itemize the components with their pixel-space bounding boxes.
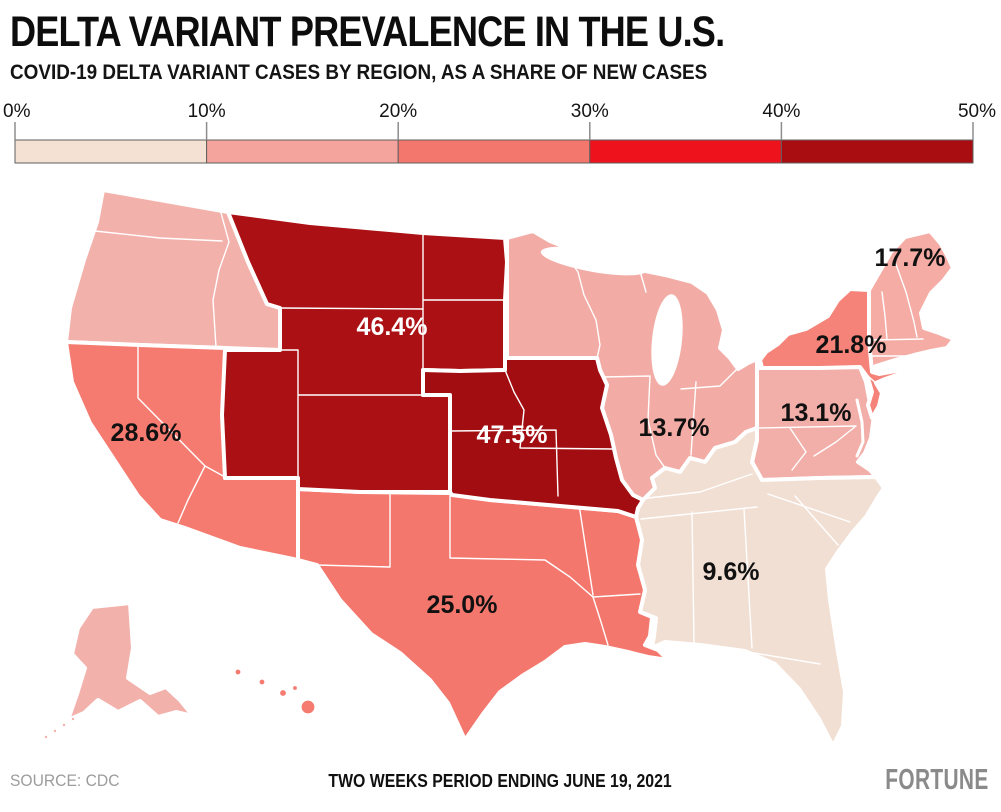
value-label-new-england: 17.7% xyxy=(875,244,946,272)
aleutian-island xyxy=(61,722,67,728)
source-note-text: SOURCE: CDC xyxy=(10,771,120,790)
legend-tick-label: 30% xyxy=(571,101,609,122)
aleutian-island xyxy=(52,728,58,734)
region-southeast xyxy=(634,426,886,748)
legend-segment-1 xyxy=(206,139,399,164)
aleutian-island xyxy=(43,734,49,740)
page-subtitle: COVID-19 DELTA VARIANT CASES BY REGION, … xyxy=(10,61,785,85)
state-borders-central-plains xyxy=(449,369,613,497)
fortune-logo-text: FORTUNE xyxy=(885,764,989,796)
period-note-text: TWO WEEKS PERIOD ENDING JUNE 19, 2021 xyxy=(328,771,673,791)
region-new-england xyxy=(867,229,956,371)
alaska-shape xyxy=(66,601,195,722)
source-note: SOURCE: CDC xyxy=(10,771,129,791)
color-scale-legend: 0% 10% 20% 30% 40% 50% xyxy=(3,101,996,164)
value-label-mountain-north: 46.4% xyxy=(357,313,428,341)
page-subtitle-text: COVID-19 DELTA VARIANT CASES BY REGION, … xyxy=(10,61,708,84)
lakes-overlay xyxy=(540,246,914,458)
legend-segment-4 xyxy=(780,139,974,164)
legend-tick-label: 10% xyxy=(188,101,226,122)
value-label-south-central: 25.0% xyxy=(427,591,498,619)
legend-tick-label: 20% xyxy=(379,101,417,122)
hawaii-island xyxy=(234,668,242,676)
value-label-great-lakes: 13.7% xyxy=(639,414,710,442)
long-island-sound xyxy=(873,365,914,373)
region-ny-nj xyxy=(758,287,915,420)
region-ny-nj-shape xyxy=(758,287,915,420)
region-new-england-shape xyxy=(867,229,956,371)
state-borders-great-lakes xyxy=(561,248,737,469)
value-label-central-plains: 47.5% xyxy=(477,421,548,449)
hawaii-island xyxy=(258,678,266,686)
state-borders-south-central xyxy=(316,493,641,646)
lake-superior xyxy=(540,246,648,276)
value-label-west: 28.6% xyxy=(111,419,182,447)
hawaii-island xyxy=(291,684,299,692)
region-central-plains xyxy=(421,356,645,519)
region-central-plains-shape xyxy=(421,356,645,519)
value-label-mid-atlantic: 13.1% xyxy=(781,399,852,427)
region-mountain-north xyxy=(220,210,509,494)
state-borders-mountain-north xyxy=(279,233,506,479)
legend-segment-3 xyxy=(589,139,782,164)
region-value-labels: 28.6% 13.7% 13.1% 17.7% 21.8% 9.6% 25.0% 46.4% 4… xyxy=(111,244,946,619)
state-borders-west xyxy=(137,344,226,524)
state-borders-southeast xyxy=(639,473,851,665)
page-title: DELTA VARIANT PREVALENCE IN THE U.S. xyxy=(10,8,860,57)
fortune-logo: FORTUNE xyxy=(845,764,989,797)
state-borders-pacific-northwest xyxy=(94,212,230,348)
lake-michigan xyxy=(651,294,683,386)
state-borders-mid-atlantic xyxy=(756,425,857,471)
region-southeast-shape xyxy=(634,426,886,748)
aleutian-island xyxy=(70,716,76,722)
legend-tick-label: 0% xyxy=(3,101,31,122)
state-borders-new-england xyxy=(869,258,924,367)
page-title-text: DELTA VARIANT PREVALENCE IN THE U.S. xyxy=(10,8,725,56)
value-label-southeast: 9.6% xyxy=(703,558,760,586)
legend-tick-label: 40% xyxy=(762,101,800,122)
legend-segment-2 xyxy=(397,139,591,164)
chesapeake-bay xyxy=(855,398,865,458)
hawaii-island xyxy=(278,688,288,698)
hawaii-island xyxy=(300,699,316,715)
value-label-ny-nj: 21.8% xyxy=(816,331,887,359)
legend-segment-0 xyxy=(14,139,208,164)
legend-tick-label: 50% xyxy=(958,101,996,122)
period-note: TWO WEEKS PERIOD ENDING JUNE 19, 2021 xyxy=(0,771,1001,792)
state-borders-ny-nj xyxy=(859,366,877,384)
